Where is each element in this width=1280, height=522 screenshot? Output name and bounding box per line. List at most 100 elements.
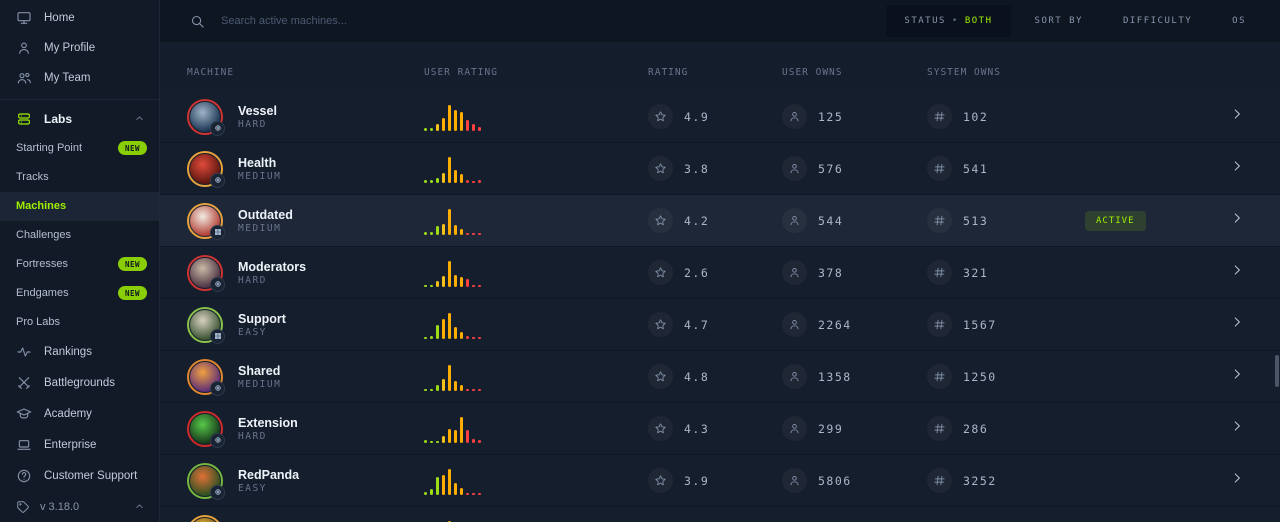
sidebar-item-endgames[interactable]: Endgames NEW	[0, 279, 159, 308]
sidebar-item-battlegrounds[interactable]: Battlegrounds	[0, 368, 159, 399]
histogram-bar	[454, 326, 457, 339]
histogram-bar	[472, 388, 475, 391]
histogram-bar	[460, 173, 463, 183]
sidebar-item-my-profile[interactable]: My Profile	[0, 33, 159, 63]
histogram-bar	[478, 179, 481, 183]
column-header-user-rating: USER RATING	[424, 67, 498, 78]
user-owns-value: 576	[818, 161, 844, 176]
user-owns-value: 1358	[818, 369, 852, 384]
sidebar-item-labs[interactable]: Labs	[0, 104, 159, 134]
sidebar-item-machines[interactable]: Machines	[0, 191, 159, 221]
machine-row-vessel[interactable]: Vessel HARD 4.9 125 102	[160, 91, 1280, 143]
sidebar-item-label: Customer Support	[44, 470, 138, 483]
machine-name: Support	[238, 311, 286, 326]
chevron-right-icon[interactable]	[1230, 367, 1244, 381]
user-owns-value: 544	[818, 213, 844, 228]
histogram-bar	[436, 123, 439, 131]
chevron-right-icon[interactable]	[1230, 419, 1244, 433]
histogram-bar	[460, 416, 463, 443]
sidebar-divider	[0, 99, 159, 100]
sidebar-item-enterprise[interactable]: Enterprise	[0, 430, 159, 461]
machine-name: Outdated	[238, 207, 293, 222]
histogram-bar	[424, 179, 427, 183]
histogram-bar	[460, 276, 463, 287]
histogram-bar	[448, 520, 451, 522]
sidebar-item-home[interactable]: Home	[0, 3, 159, 33]
search-box	[190, 14, 886, 29]
histogram-bar	[436, 225, 439, 235]
version-label: v 3.18.0	[40, 500, 80, 513]
sort-by-button[interactable]: SORT BY	[1019, 7, 1099, 35]
machine-name: Health	[238, 155, 277, 170]
filter-bar: STATUS • BOTH SORT BY DIFFICULTY OS	[886, 5, 1262, 37]
search-input[interactable]	[221, 15, 521, 27]
sidebar-item-tracks[interactable]: Tracks	[0, 163, 159, 192]
machine-difficulty: EASY	[238, 327, 267, 339]
version-selector[interactable]: v 3.18.0	[0, 492, 159, 522]
machine-difficulty: MEDIUM	[238, 379, 282, 391]
new-badge: NEW	[117, 141, 147, 156]
active-status-badge: ACTIVE	[1085, 211, 1146, 231]
machine-row-outdated[interactable]: Outdated MEDIUM 4.2 544 513 ACTIVE	[160, 195, 1280, 247]
machine-row-extension[interactable]: Extension HARD 4.3 299 286	[160, 403, 1280, 455]
sidebar-item-starting-point[interactable]: Starting Point NEW	[0, 134, 159, 163]
star-icon	[648, 104, 673, 129]
machine-avatar	[187, 306, 225, 344]
difficulty-filter-button[interactable]: DIFFICULTY	[1107, 7, 1208, 35]
machine-avatar	[187, 514, 223, 522]
histogram-bar	[454, 109, 457, 131]
sidebar-item-customer-support[interactable]: Customer Support	[0, 461, 159, 492]
histogram-bar	[466, 429, 469, 443]
sidebar: Home My Profile My Team Labs Starting Poin…	[0, 0, 160, 522]
scrollbar-thumb[interactable]	[1275, 355, 1279, 387]
chevron-up-icon[interactable]	[134, 501, 145, 512]
os-filter-button[interactable]: OS	[1216, 7, 1262, 35]
user-owns-value: 299	[818, 421, 844, 436]
histogram-bar	[460, 384, 463, 391]
machine-avatar	[187, 254, 225, 292]
histogram-bar	[466, 278, 469, 287]
system-owns-value: 513	[963, 213, 989, 228]
machine-avatar	[187, 410, 225, 448]
chevron-up-icon[interactable]	[134, 113, 145, 124]
machine-row-moderators[interactable]: Moderators HARD 2.6 378 321	[160, 247, 1280, 299]
star-icon	[648, 312, 673, 337]
sidebar-item-fortresses[interactable]: Fortresses NEW	[0, 250, 159, 279]
rating-value: 4.3	[684, 421, 710, 436]
sidebar-item-academy[interactable]: Academy	[0, 399, 159, 430]
sidebar-item-pro-labs[interactable]: Pro Labs	[0, 308, 159, 337]
machine-row-redpanda[interactable]: RedPanda EASY 3.9 5806 3252	[160, 455, 1280, 507]
machine-row-health[interactable]: Health MEDIUM 3.8 576 541	[160, 143, 1280, 195]
machine-row-partial[interactable]	[160, 507, 1280, 522]
chevron-right-icon[interactable]	[1230, 211, 1244, 225]
machine-avatar	[187, 358, 225, 396]
sidebar-item-label: Starting Point	[16, 142, 83, 155]
chevron-right-icon[interactable]	[1230, 107, 1244, 121]
sidebar-item-my-team[interactable]: My Team	[0, 63, 159, 93]
histogram-bar	[472, 232, 475, 235]
histogram-bar	[430, 179, 433, 183]
machine-list: Vessel HARD 4.9 125 102 Health MEDIUM 3.8 576 541…	[160, 91, 1280, 522]
rating-value: 3.8	[684, 161, 710, 176]
status-filter-button[interactable]: STATUS • BOTH	[886, 5, 1011, 37]
machine-difficulty: HARD	[238, 431, 267, 443]
histogram-bar	[430, 488, 433, 495]
machine-row-shared[interactable]: Shared MEDIUM 4.8 1358 1250	[160, 351, 1280, 403]
chevron-right-icon[interactable]	[1230, 471, 1244, 485]
search-icon	[190, 14, 205, 29]
histogram-bar	[454, 380, 457, 391]
machine-row-support[interactable]: Support EASY 4.7 2264 1567	[160, 299, 1280, 351]
machine-difficulty: MEDIUM	[238, 223, 282, 235]
histogram-bar	[424, 127, 427, 131]
sidebar-item-label: Battlegrounds	[44, 377, 115, 390]
histogram-bar	[436, 440, 439, 443]
user-rating-histogram	[424, 415, 648, 443]
chevron-right-icon[interactable]	[1230, 315, 1244, 329]
sidebar-item-rankings[interactable]: Rankings	[0, 337, 159, 368]
chevron-right-icon[interactable]	[1230, 159, 1244, 173]
system-owns-value: 1250	[963, 369, 997, 384]
sidebar-item-challenges[interactable]: Challenges	[0, 221, 159, 250]
star-icon	[648, 468, 673, 493]
chevron-right-icon[interactable]	[1230, 263, 1244, 277]
histogram-bar	[454, 169, 457, 183]
